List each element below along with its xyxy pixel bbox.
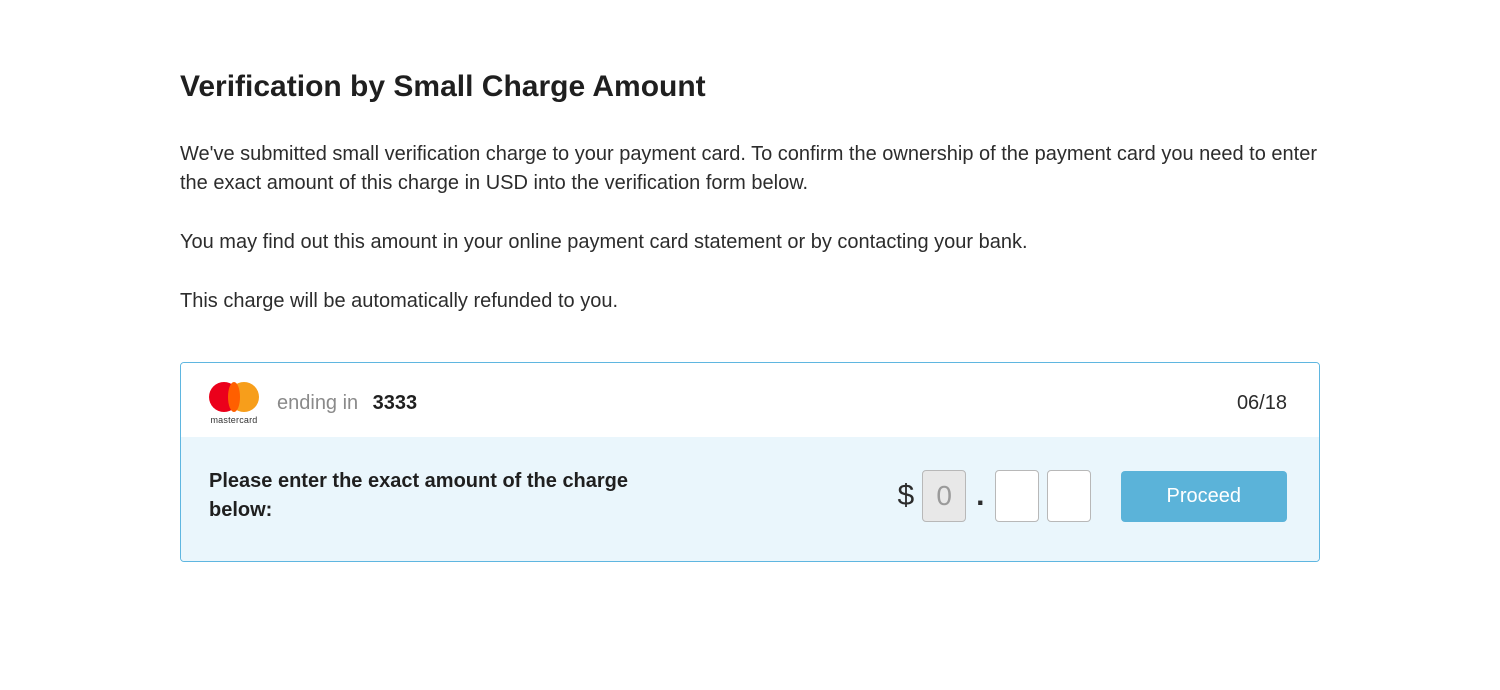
amount-cents-digit-2[interactable] xyxy=(1047,470,1091,522)
mastercard-icon xyxy=(209,381,259,413)
card-info-row: mastercard ending in 3333 06/18 xyxy=(181,363,1319,437)
currency-symbol: $ xyxy=(897,479,914,513)
card-ending-text: ending in 3333 xyxy=(277,392,417,415)
amount-form-row: Please enter the exact amount of the cha… xyxy=(181,437,1319,561)
mastercard-logo: mastercard xyxy=(209,381,259,425)
description-paragraph-1: We've submitted small verification charg… xyxy=(180,140,1320,198)
ending-in-label: ending in xyxy=(277,392,358,414)
amount-cents-digit-1[interactable] xyxy=(995,470,1039,522)
amount-form-right: $ . Proceed xyxy=(897,470,1287,522)
card-expiry: 06/18 xyxy=(1237,392,1287,415)
verification-panel: mastercard ending in 3333 06/18 Please e… xyxy=(180,362,1320,562)
amount-input-group: $ . xyxy=(897,470,1090,522)
description-paragraph-3: This charge will be automatically refund… xyxy=(180,287,1320,316)
card-brand-label: mastercard xyxy=(210,415,257,425)
amount-prompt: Please enter the exact amount of the cha… xyxy=(209,467,669,525)
card-info-left: mastercard ending in 3333 xyxy=(209,381,417,425)
description-paragraph-2: You may find out this amount in your onl… xyxy=(180,228,1320,257)
amount-dollars-input xyxy=(922,470,966,522)
proceed-button[interactable]: Proceed xyxy=(1121,471,1288,522)
card-last4: 3333 xyxy=(373,392,418,414)
decimal-separator: . xyxy=(974,479,986,513)
page-title: Verification by Small Charge Amount xyxy=(180,70,1320,104)
